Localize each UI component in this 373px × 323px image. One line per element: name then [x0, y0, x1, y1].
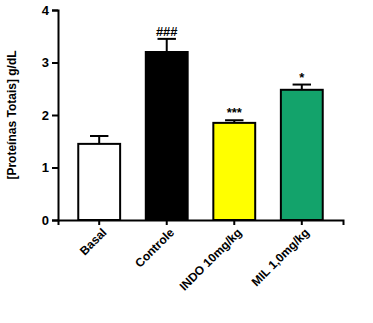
- significance-annotation: *: [299, 70, 305, 85]
- x-tick-label: Controle: [132, 225, 177, 270]
- x-tick-label: Basal: [77, 226, 110, 259]
- bar: [213, 123, 255, 220]
- y-tick-mark: [52, 10, 58, 12]
- plot-area: 0 1 2 3 4 Basal ControleINDO 10mg/kgMIL 1,0mg/…: [42, 3, 344, 294]
- x-tick-mark: [301, 220, 303, 225]
- significance-annotation: ###: [156, 24, 178, 39]
- x-axis-line: [59, 221, 344, 226]
- y-tick: 3: [42, 55, 58, 70]
- x-tick-mark: [166, 220, 168, 225]
- error-bar-cap: [90, 135, 108, 137]
- x-tick: Basal: [77, 220, 110, 258]
- y-tick-mark: [52, 167, 58, 169]
- y-tick: 0: [42, 213, 58, 228]
- y-tick-mark: [52, 115, 58, 117]
- significance-annotation: ***: [227, 105, 243, 120]
- x-tick: MIL 1,0mg/kg: [249, 220, 312, 289]
- x-tick: Controle: [132, 220, 177, 270]
- bar: [146, 52, 188, 220]
- error-bar: [158, 39, 176, 52]
- bar: [78, 144, 120, 220]
- error-bar-stem: [98, 136, 100, 144]
- y-tick-label: 4: [42, 3, 50, 18]
- error-bar: [90, 136, 108, 144]
- y-tick-label: 2: [42, 108, 49, 123]
- y-axis-line: [52, 11, 59, 221]
- y-tick: 2: [42, 108, 58, 123]
- y-tick-label: 1: [42, 160, 49, 175]
- y-axis: 0 1 2 3 4: [42, 3, 59, 228]
- x-tick-mark: [233, 220, 235, 225]
- y-tick-label: 0: [42, 213, 49, 228]
- x-tick-mark: [98, 220, 100, 225]
- y-tick-mark: [52, 62, 58, 64]
- x-tick-label: INDO 10mg/kg: [177, 226, 245, 294]
- y-tick: 1: [42, 160, 58, 175]
- x-axis: Basal ControleINDO 10mg/kgMIL 1,0mg/kg: [59, 220, 344, 293]
- y-tick-label: 3: [42, 55, 49, 70]
- error-bar-stem: [166, 39, 168, 52]
- y-tick: 4: [42, 3, 58, 18]
- bar: [281, 90, 323, 220]
- y-tick-mark: [52, 220, 58, 222]
- x-tick-label: MIL 1,0mg/kg: [249, 226, 312, 289]
- chart: 0 1 2 3 4 Basal ControleINDO 10mg/kgMIL 1,0mg/…: [0, 0, 373, 323]
- x-tick: INDO 10mg/kg: [177, 220, 245, 293]
- y-axis-title: [Proteínas Totais] g/dL: [5, 50, 19, 179]
- bars: [78, 39, 322, 220]
